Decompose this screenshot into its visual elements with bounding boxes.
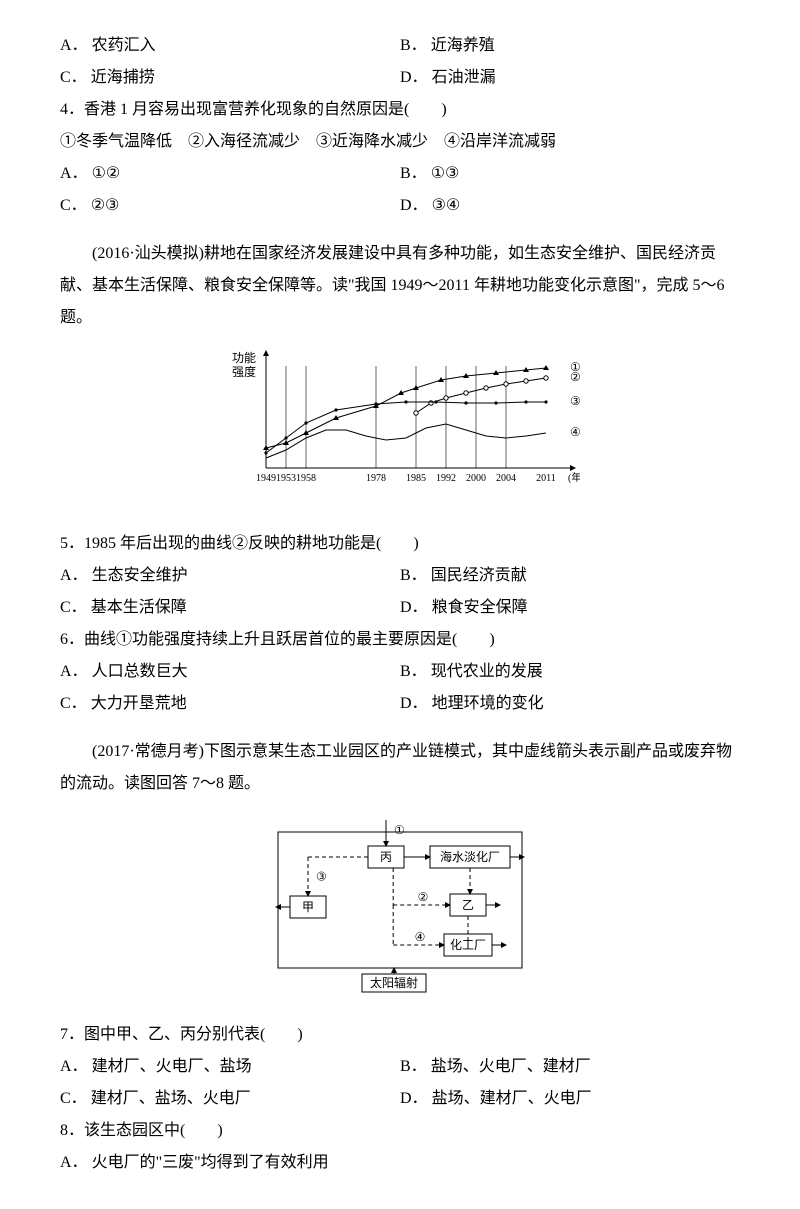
q7-opt-a-text: 建材厂、火电厂、盐场 — [92, 1058, 252, 1075]
svg-text:①: ① — [394, 823, 405, 837]
q7-opt-d: D．盐场、建材厂、火电厂 — [400, 1083, 740, 1115]
svg-text:④: ④ — [415, 930, 426, 944]
chart-farmland-function: 功能强度 194919531958 1978 1985 1992 2000 2004 2011… — [60, 350, 740, 522]
q4-circled: ①冬季气温降低 ②入海径流减少 ③近海降水减少 ④沿岸洋流减弱 — [60, 126, 740, 158]
q4-opt-a: A．①② — [60, 158, 400, 190]
svg-text:②: ② — [418, 890, 429, 904]
q7-opts-row2: C．建材厂、盐场、火电厂 D．盐场、建材厂、火电厂 — [60, 1083, 740, 1115]
q5-opt-a-text: 生态安全维护 — [92, 567, 188, 584]
q4-opt-b-text: ①③ — [431, 165, 460, 182]
q7-opts-row1: A．建材厂、火电厂、盐场 B．盐场、火电厂、建材厂 — [60, 1051, 740, 1083]
q7-opt-b-text: 盐场、火电厂、建材厂 — [431, 1058, 591, 1075]
q4-opt-c: C．②③ — [60, 190, 400, 222]
svg-text:1978: 1978 — [366, 473, 386, 484]
context-7-8: (2017·常德月考)下图示意某生态工业园区的产业链模式，其中虚线箭头表示副产品… — [60, 736, 740, 800]
svg-text:(年): (年) — [568, 471, 580, 484]
pre-opt-d: D．石油泄漏 — [400, 62, 740, 94]
pre-opt-a: A．农药汇入 — [60, 30, 400, 62]
q4-opt-a-text: ①② — [92, 165, 121, 182]
q7-opt-c-text: 建材厂、盐场、火电厂 — [91, 1090, 251, 1107]
svg-text:海水淡化厂: 海水淡化厂 — [440, 849, 500, 864]
svg-text:甲: 甲 — [302, 900, 314, 914]
q6-stem: 6．曲线①功能强度持续上升且跃居首位的最主要原因是( ) — [60, 624, 740, 656]
q5-opts-row2: C．基本生活保障 D．粮食安全保障 — [60, 592, 740, 624]
svg-text:③: ③ — [316, 870, 327, 884]
svg-text:太阳辐射: 太阳辐射 — [370, 975, 418, 990]
q6-opts-row1: A．人口总数巨大 B．现代农业的发展 — [60, 656, 740, 688]
q4-opt-c-text: ②③ — [91, 197, 120, 214]
q5-opt-a: A．生态安全维护 — [60, 560, 400, 592]
pre-options-row1: A．农药汇入 B．近海养殖 — [60, 30, 740, 62]
q7-opt-b: B．盐场、火电厂、建材厂 — [400, 1051, 740, 1083]
svg-text:1958: 1958 — [296, 473, 316, 484]
context-5-6: (2016·汕头模拟)耕地在国家经济发展建设中具有多种功能，如生态安全维护、国民… — [60, 238, 740, 334]
q4-stem: 4．香港 1 月容易出现富营养化现象的自然原因是( ) — [60, 94, 740, 126]
industry-chain-diagram: 甲乙丙海水淡化厂化工厂太阳辐射①②③④ — [60, 816, 740, 1013]
q4-opts-row2: C．②③ D．③④ — [60, 190, 740, 222]
q6-opt-d-text: 地理环境的变化 — [432, 695, 544, 712]
pre-opt-c: C．近海捕捞 — [60, 62, 400, 94]
q5-stem: 5．1985 年后出现的曲线②反映的耕地功能是( ) — [60, 528, 740, 560]
q7-opt-a: A．建材厂、火电厂、盐场 — [60, 1051, 400, 1083]
q6-opt-a: A．人口总数巨大 — [60, 656, 400, 688]
svg-text:1992: 1992 — [436, 473, 456, 484]
svg-text:2011: 2011 — [536, 473, 556, 484]
svg-text:强度: 强度 — [232, 364, 256, 379]
q8-opt-a: A．火电厂的"三废"均得到了有效利用 — [60, 1147, 740, 1179]
pre-opt-b: B．近海养殖 — [400, 30, 740, 62]
svg-text:1949: 1949 — [256, 473, 276, 484]
svg-text:1985: 1985 — [406, 473, 426, 484]
pre-opt-a-text: 农药汇入 — [92, 37, 156, 54]
svg-text:2004: 2004 — [496, 473, 516, 484]
q5-opt-b-text: 国民经济贡献 — [431, 567, 527, 584]
q5-opt-c: C．基本生活保障 — [60, 592, 400, 624]
q5-opt-b: B．国民经济贡献 — [400, 560, 740, 592]
q7-opt-d-text: 盐场、建材厂、火电厂 — [432, 1090, 592, 1107]
q8-opt-a-text: 火电厂的"三废"均得到了有效利用 — [92, 1154, 329, 1171]
svg-text:2000: 2000 — [466, 473, 486, 484]
q5-opt-d: D．粮食安全保障 — [400, 592, 740, 624]
pre-options-row2: C．近海捕捞 D．石油泄漏 — [60, 62, 740, 94]
q6-opt-d: D．地理环境的变化 — [400, 688, 740, 720]
q5-opts-row1: A．生态安全维护 B．国民经济贡献 — [60, 560, 740, 592]
pre-opt-b-text: 近海养殖 — [431, 37, 495, 54]
q5-opt-c-text: 基本生活保障 — [91, 599, 187, 616]
q6-opt-c: C．大力开垦荒地 — [60, 688, 400, 720]
svg-text:②: ② — [570, 370, 580, 384]
svg-text:功能: 功能 — [232, 351, 256, 365]
diagram-svg: 甲乙丙海水淡化厂化工厂太阳辐射①②③④ — [260, 816, 540, 1001]
q4-opt-d: D．③④ — [400, 190, 740, 222]
svg-text:乙: 乙 — [462, 898, 474, 912]
q4-opts-row1: A．①② B．①③ — [60, 158, 740, 190]
q6-opt-b-text: 现代农业的发展 — [431, 663, 543, 680]
q7-stem: 7．图中甲、乙、丙分别代表( ) — [60, 1019, 740, 1051]
pre-opt-c-text: 近海捕捞 — [91, 69, 155, 86]
svg-text:丙: 丙 — [380, 850, 392, 864]
chart1-svg: 功能强度 194919531958 1978 1985 1992 2000 2004 2011… — [220, 350, 580, 510]
q8-stem: 8．该生态园区中( ) — [60, 1115, 740, 1147]
q6-opt-a-text: 人口总数巨大 — [92, 663, 188, 680]
q6-opt-c-text: 大力开垦荒地 — [91, 695, 187, 712]
q4-opt-d-text: ③④ — [432, 197, 461, 214]
q7-opt-c: C．建材厂、盐场、火电厂 — [60, 1083, 400, 1115]
svg-text:1953: 1953 — [276, 473, 296, 484]
q6-opt-b: B．现代农业的发展 — [400, 656, 740, 688]
q6-opts-row2: C．大力开垦荒地 D．地理环境的变化 — [60, 688, 740, 720]
svg-text:④: ④ — [570, 425, 580, 439]
q4-opt-b: B．①③ — [400, 158, 740, 190]
q5-opt-d-text: 粮食安全保障 — [432, 599, 528, 616]
svg-text:③: ③ — [570, 394, 580, 408]
pre-opt-d-text: 石油泄漏 — [432, 69, 496, 86]
